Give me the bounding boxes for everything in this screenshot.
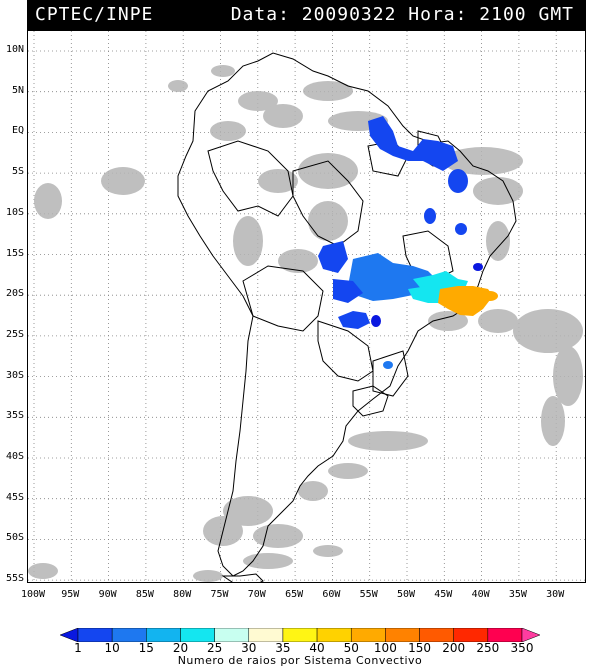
color-scale-value: 1 xyxy=(74,641,82,655)
color-scale-segment xyxy=(60,628,79,642)
color-scale-segment xyxy=(282,628,318,642)
longitude-label: 70W xyxy=(247,589,266,600)
color-scale-segment xyxy=(180,628,215,642)
latitude-label: 40S xyxy=(5,451,24,462)
longitude-label: 40W xyxy=(471,589,490,600)
color-scale-value: 35 xyxy=(275,641,291,655)
color-scale-value: 50 xyxy=(343,641,359,655)
color-scale-segment xyxy=(487,628,523,642)
color-scale-segment xyxy=(453,628,489,642)
latitude-label: 30S xyxy=(5,369,24,381)
longitude-label: 45W xyxy=(434,589,453,600)
header-date-time: Data: 20090322 Hora: 2100 GMT xyxy=(230,4,574,25)
latitude-label: 45S xyxy=(5,491,24,503)
color-scale-bar xyxy=(60,628,540,642)
cloud-cover xyxy=(28,65,583,582)
color-scale-value: 100 xyxy=(373,641,397,655)
latitude-label: 55S xyxy=(5,573,24,585)
color-scale-segment xyxy=(419,628,454,642)
latitude-label: 5S xyxy=(11,166,24,178)
longitude-label: 55W xyxy=(359,589,378,600)
latitude-label: 10S xyxy=(5,206,24,218)
longitude-label: 65W xyxy=(285,589,304,600)
color-scale-segment xyxy=(214,628,250,642)
color-scale-segment xyxy=(385,628,420,642)
graticule xyxy=(28,31,585,582)
map-canvas xyxy=(28,31,585,582)
color-scale-value: 10 xyxy=(104,641,120,655)
color-scale-segment xyxy=(146,628,181,642)
latitude-label: 15S xyxy=(5,247,24,259)
color-scale-segment xyxy=(111,628,147,642)
color-scale-segment xyxy=(316,628,352,642)
color-scale-value: 25 xyxy=(206,641,223,655)
longitude-label: 50W xyxy=(396,589,416,600)
color-scale-segment xyxy=(350,628,386,642)
color-scale-segment xyxy=(248,628,284,642)
color-scale-value: 15 xyxy=(138,641,154,655)
longitude-label: 80W xyxy=(173,589,192,600)
longitude-label: 85W xyxy=(135,589,154,600)
latitude-label: 5N xyxy=(11,84,24,96)
color-scale-value: 20 xyxy=(172,641,189,655)
latitude-label: 50S xyxy=(5,532,24,544)
color-scale-segment xyxy=(521,628,540,642)
longitude-label: 90W xyxy=(98,589,117,600)
map-header: CPTEC/INPE Data: 20090322 Hora: 2100 GMT xyxy=(27,0,586,30)
latitude-label: 20S xyxy=(5,288,24,300)
longitude-label: 30W xyxy=(546,589,565,600)
color-scale-value: 350 xyxy=(510,641,534,655)
longitude-label: 75W xyxy=(210,589,229,600)
color-scale-value: 30 xyxy=(241,641,257,655)
color-scale-value: 40 xyxy=(309,641,325,655)
color-scale-value: 150 xyxy=(408,641,431,655)
longitude-label: 95W xyxy=(61,589,80,600)
latitude-label: 25S xyxy=(5,328,24,340)
longitude-label: 100W xyxy=(20,589,46,600)
longitude-label: 60W xyxy=(322,589,341,600)
latitude-label: 10N xyxy=(5,44,24,55)
color-scale-caption: Numero de raios por Sistema Convectivo xyxy=(177,654,423,667)
longitude-label: 35W xyxy=(508,589,527,600)
color-scale-value: 250 xyxy=(476,641,500,655)
color-scale-value: 200 xyxy=(442,641,466,655)
map-area xyxy=(27,30,586,583)
latitude-label: EQ xyxy=(11,125,24,137)
color-scale-segment xyxy=(77,628,113,642)
latitude-label: 35S xyxy=(5,410,24,422)
lightning-systems xyxy=(318,116,498,369)
header-source: CPTEC/INPE xyxy=(35,4,154,25)
continent-outline xyxy=(177,52,517,582)
